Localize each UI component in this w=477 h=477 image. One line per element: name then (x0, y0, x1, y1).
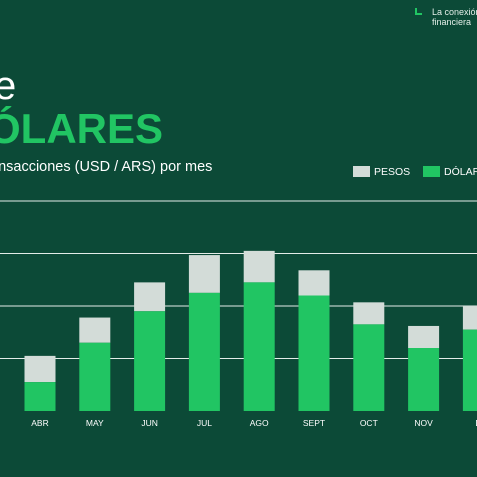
bar-pesos-jul (188, 255, 220, 293)
x-tick-label: D (475, 418, 477, 428)
bar-pesos-sept (298, 270, 330, 296)
bar-pesos-may (79, 317, 111, 343)
legend-swatch-pesos (353, 166, 370, 177)
x-tick-label: OCT (360, 418, 378, 428)
bar-dolar-abr (24, 382, 56, 411)
bar-dolar-oct (353, 324, 385, 411)
bar-pesos-abr (24, 355, 56, 383)
bar-pesos-ago (243, 250, 275, 283)
brand-logo: La conexión financiera (413, 6, 477, 32)
headline-line2: ÓLARES (0, 105, 164, 152)
legend-label-dolar: DÓLAR (444, 166, 477, 178)
bar-dolar-jun (134, 311, 166, 411)
bar-pesos-oct (353, 302, 385, 325)
bar-dolar-nov (408, 348, 440, 411)
headline-line1: e (0, 64, 17, 108)
stacked-bar-chart: ABR MAY JUN JUL AGO SEPT OCT NOV D (0, 200, 477, 428)
x-tick-label: ABR (31, 418, 48, 428)
x-tick-label: AGO (250, 418, 269, 428)
bar-dolar-ago (243, 282, 275, 411)
x-tick-label: MAY (86, 418, 104, 428)
brand-tagline: La conexión financiera (432, 7, 477, 27)
bar-pesos-nov (408, 325, 440, 348)
bar-dolar-jul (188, 292, 220, 411)
brand-tagline-line2: financiera (432, 17, 472, 27)
bar-dolar-may (79, 342, 111, 411)
x-tick-label: NOV (414, 418, 433, 428)
legend-swatch-dolar (423, 166, 440, 177)
bar-pesos-d (462, 306, 477, 330)
brand-mark-icon (415, 8, 422, 15)
bar-pesos-jun (134, 282, 166, 312)
x-tick-label: SEPT (303, 418, 325, 428)
chart-subtitle: ansacciones (USD / ARS) por mes (0, 159, 213, 175)
bar-dolar-sept (298, 295, 330, 411)
x-tick-label: JUN (141, 418, 158, 428)
bar-dolar-d (462, 329, 477, 411)
x-tick-label: JUL (197, 418, 212, 428)
brand-tagline-line1: La conexión (432, 7, 477, 17)
legend-label-pesos: PESOS (374, 166, 411, 178)
